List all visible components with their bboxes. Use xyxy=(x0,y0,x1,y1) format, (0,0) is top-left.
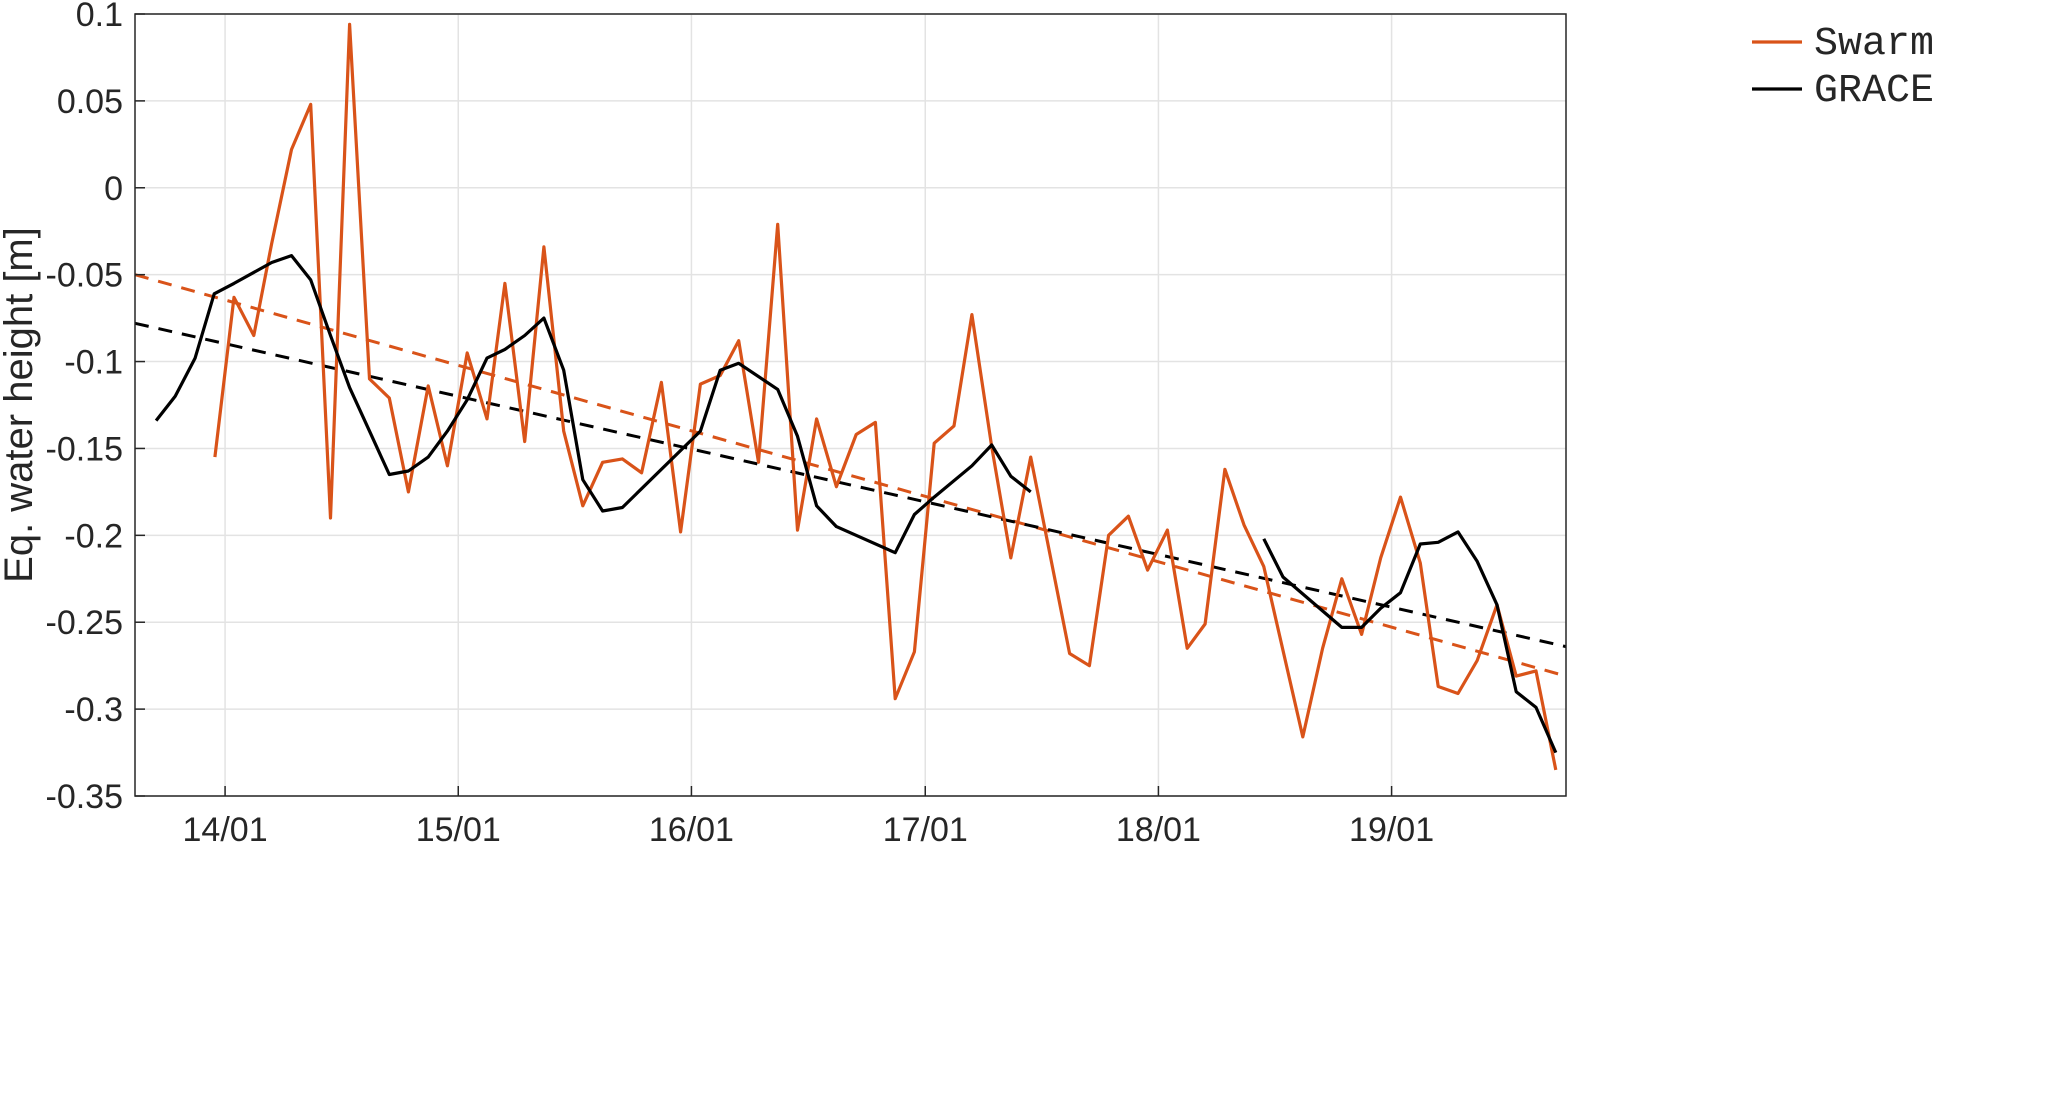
y-tick-label: -0.3 xyxy=(64,691,123,729)
trend-line xyxy=(134,273,1567,678)
y-tick-label: -0.35 xyxy=(46,778,124,816)
legend-label-grace: GRACE xyxy=(1814,69,1934,114)
series-line-grace-2 xyxy=(1262,530,1558,754)
y-tick-label: -0.2 xyxy=(64,517,123,555)
grid-lines xyxy=(135,13,1566,797)
y-tick-label: 0 xyxy=(104,170,123,208)
y-tick-label: 0.05 xyxy=(57,83,123,121)
legend-label-swarm: Swarm xyxy=(1814,22,1934,67)
y-axis-ticks: 0.1 0.05 0 -0.05 -0.1 -0.15 -0.2 -0.25 -0.3 -0.35 xyxy=(46,0,145,816)
series-line-swarm xyxy=(213,22,1558,771)
y-tick-label: -0.05 xyxy=(46,257,124,295)
x-tick-label: 14/01 xyxy=(183,811,268,849)
y-axis-label: Eq. water height [m] xyxy=(0,227,41,583)
x-tick-label: 17/01 xyxy=(883,811,968,849)
trend-lines xyxy=(134,273,1567,678)
y-tick-label: 0.1 xyxy=(76,0,123,34)
y-tick-label: -0.15 xyxy=(46,430,124,468)
x-tick-label: 19/01 xyxy=(1349,811,1434,849)
trend-line xyxy=(134,321,1567,649)
plot-frame xyxy=(134,13,1567,797)
series-lines xyxy=(154,22,1558,771)
y-tick-label: -0.1 xyxy=(64,344,123,382)
x-tick-label: 15/01 xyxy=(416,811,501,849)
x-tick-label: 18/01 xyxy=(1116,811,1201,849)
y-tick-label: -0.25 xyxy=(46,604,124,642)
x-axis-ticks: 14/01 15/01 16/01 17/01 18/01 19/01 xyxy=(183,786,1434,849)
series-line-grace-1 xyxy=(154,254,1032,555)
x-tick-label: 16/01 xyxy=(649,811,734,849)
